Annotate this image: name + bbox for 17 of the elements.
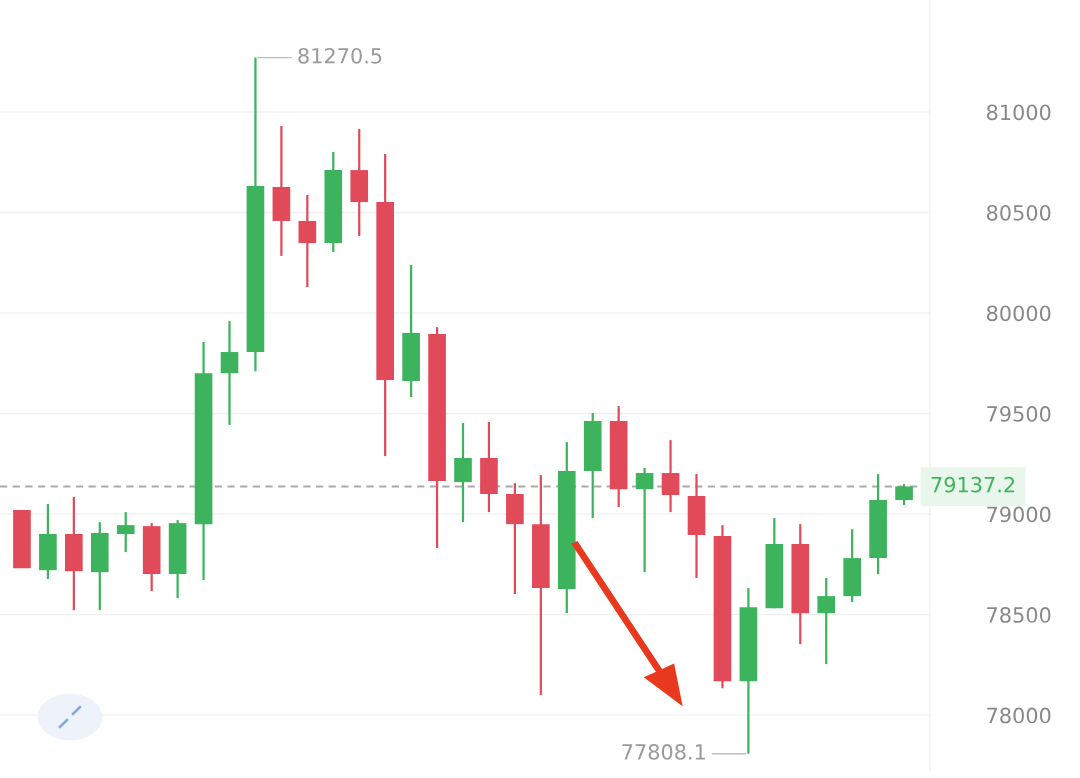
y-tick-label: 80500 bbox=[986, 204, 1051, 221]
y-tick-label: 80000 bbox=[986, 305, 1051, 322]
candlestick bbox=[661, 438, 680, 514]
candlestick bbox=[635, 466, 654, 574]
y-tick-label: 78500 bbox=[987, 607, 1051, 623]
candlestick bbox=[895, 483, 913, 507]
candlestick bbox=[817, 576, 836, 666]
candlestick bbox=[298, 193, 317, 289]
candlestick bbox=[116, 510, 135, 554]
y-tick-label: 81000 bbox=[986, 104, 1051, 121]
annotation: 77808.1 bbox=[622, 744, 705, 760]
y-tick-label: 79500 bbox=[987, 406, 1051, 422]
y-tick-label: 79000 bbox=[987, 506, 1051, 523]
annotation: 81270.5 bbox=[298, 47, 382, 64]
candlestick bbox=[220, 319, 239, 427]
ref-line-label: 79137.2 bbox=[931, 476, 1015, 493]
y-tick-label: 78000 bbox=[987, 707, 1051, 724]
